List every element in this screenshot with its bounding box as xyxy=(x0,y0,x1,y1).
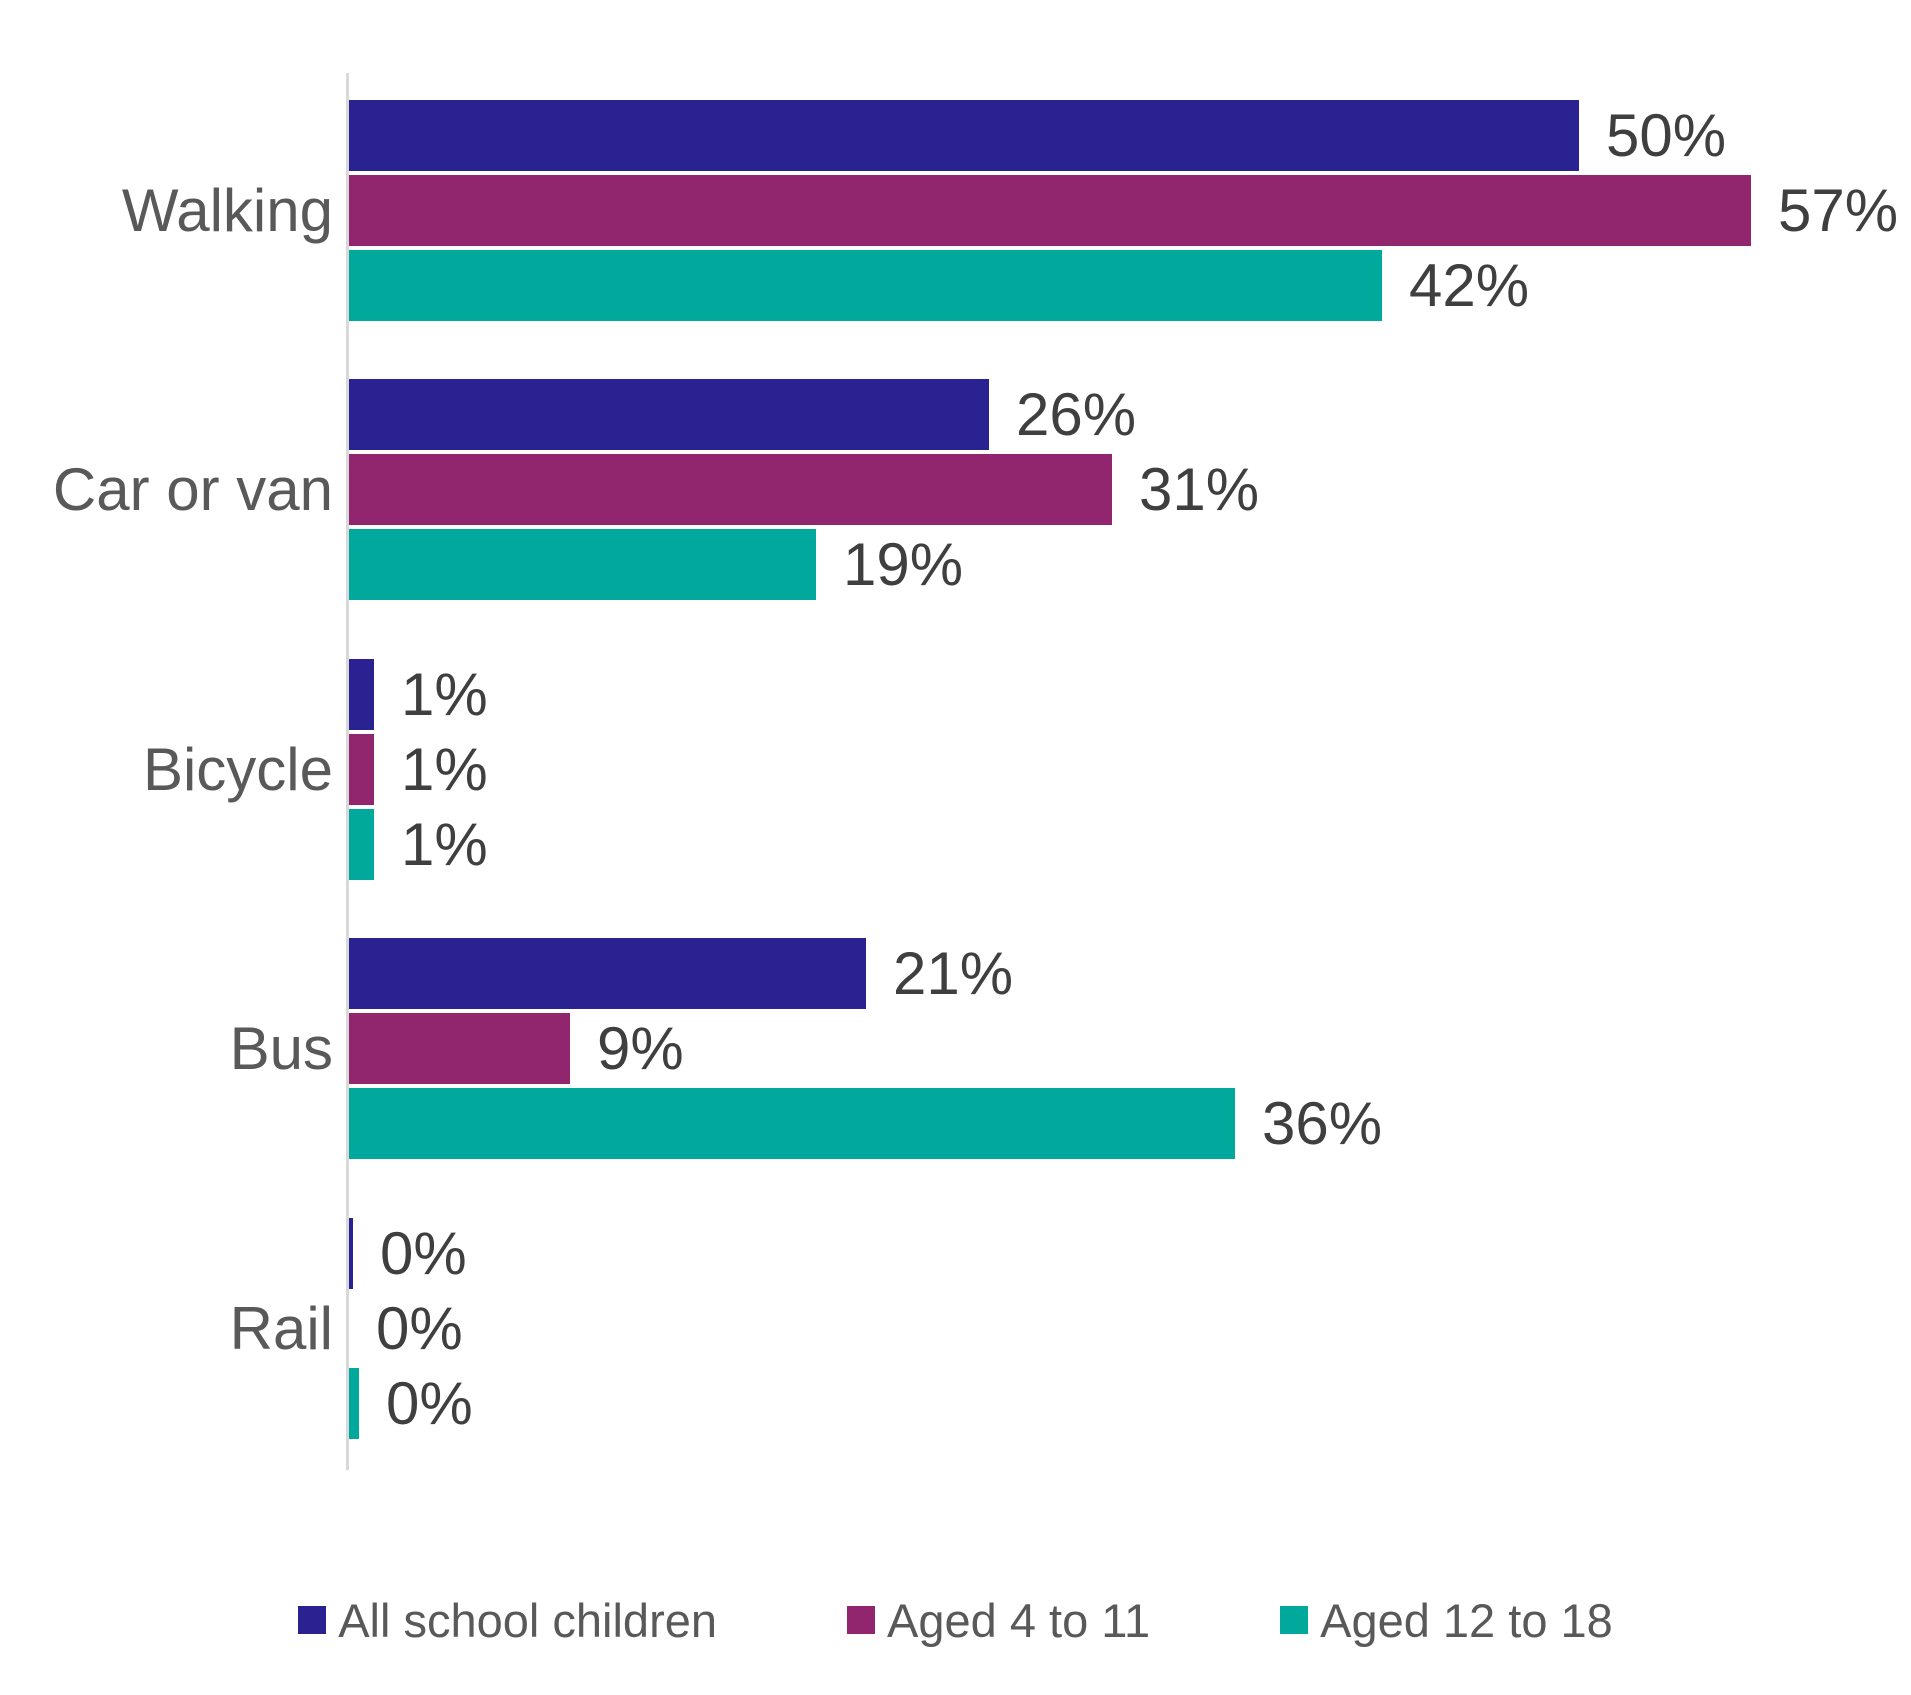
legend-swatch-icon xyxy=(298,1606,327,1634)
bar-bus-aged-12-to-18 xyxy=(349,1088,1235,1160)
bar-car-or-van-aged-4-to-11 xyxy=(349,454,1112,526)
legend-label: All school children xyxy=(338,1593,718,1647)
legend-swatch-icon xyxy=(847,1606,876,1634)
bar-bicycle-all-school-children xyxy=(349,658,374,730)
category-label-car-or-van: Car or van xyxy=(52,456,333,524)
legend-label: Aged 4 to 11 xyxy=(887,1593,1151,1647)
bar-bus-all-school-children xyxy=(349,938,866,1010)
value-label-bicycle-aged-4-to-11: 1% xyxy=(401,735,488,803)
bar-walking-all-school-children xyxy=(349,100,1579,171)
value-label-rail-all-school-children: 0% xyxy=(380,1219,467,1287)
legend-item-aged-12-to-18: Aged 12 to 18 xyxy=(1280,1593,1613,1648)
bar-rail-all-school-children xyxy=(349,1217,353,1289)
legend-swatch-icon xyxy=(1280,1606,1309,1634)
value-label-bicycle-all-school-children: 1% xyxy=(401,660,488,728)
value-label-car-or-van-aged-4-to-11: 31% xyxy=(1139,456,1260,524)
value-label-rail-aged-4-to-11: 0% xyxy=(376,1294,463,1362)
bar-car-or-van-all-school-children xyxy=(349,379,989,451)
value-label-bus-aged-12-to-18: 36% xyxy=(1262,1090,1383,1158)
legend-label: Aged 12 to 18 xyxy=(1320,1593,1613,1647)
category-label-bicycle: Bicycle xyxy=(142,735,333,803)
bar-walking-aged-4-to-11 xyxy=(349,175,1751,246)
value-label-rail-aged-12-to-18: 0% xyxy=(386,1369,473,1437)
value-label-walking-aged-4-to-11: 57% xyxy=(1778,177,1899,244)
y-axis-line xyxy=(346,73,349,1470)
category-label-bus: Bus xyxy=(229,1015,333,1083)
bar-bicycle-aged-12-to-18 xyxy=(349,808,374,880)
bar-walking-aged-12-to-18 xyxy=(349,250,1382,321)
bar-rail-aged-12-to-18 xyxy=(349,1367,359,1439)
legend: All school children Aged 4 to 11 Aged 12 t… xyxy=(0,1590,1911,1650)
value-label-bus-all-school-children: 21% xyxy=(893,940,1014,1008)
value-label-car-or-van-all-school-children: 26% xyxy=(1016,381,1137,449)
legend-item-aged-4-to-11: Aged 4 to 11 xyxy=(847,1593,1150,1648)
bar-car-or-van-aged-12-to-18 xyxy=(349,529,816,601)
value-label-walking-all-school-children: 50% xyxy=(1606,102,1727,169)
category-label-walking: Walking xyxy=(121,177,333,244)
value-label-walking-aged-12-to-18: 42% xyxy=(1409,252,1530,319)
legend-item-all-school-children: All school children xyxy=(298,1593,717,1648)
category-label-rail: Rail xyxy=(229,1294,333,1362)
value-label-bicycle-aged-12-to-18: 1% xyxy=(401,810,488,878)
bar-bus-aged-4-to-11 xyxy=(349,1013,570,1085)
value-label-bus-aged-4-to-11: 9% xyxy=(597,1015,684,1083)
bar-bicycle-aged-4-to-11 xyxy=(349,733,374,805)
value-label-car-or-van-aged-12-to-18: 19% xyxy=(843,531,964,599)
